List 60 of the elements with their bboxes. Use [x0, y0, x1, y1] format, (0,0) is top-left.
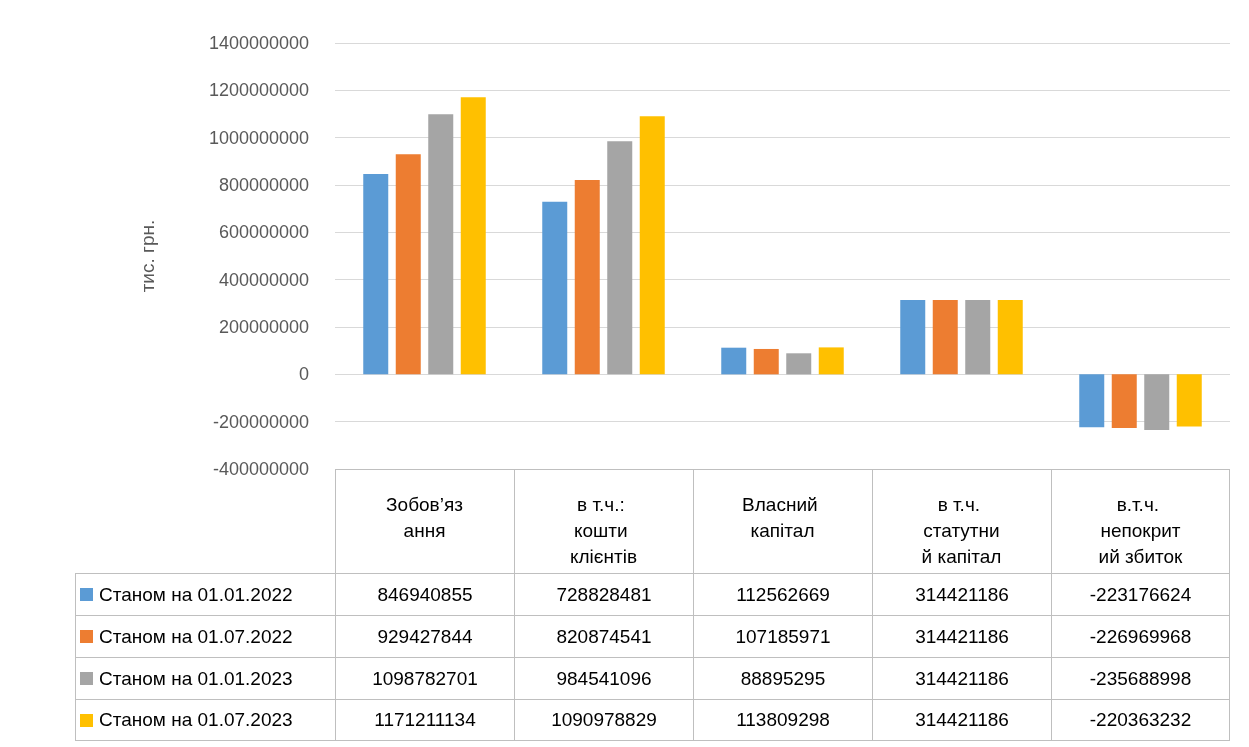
data-label: 820874541 [514, 616, 693, 657]
y-tick-label: 200000000 [218, 317, 309, 337]
data-label: 728828481 [514, 574, 693, 615]
data-label: -223176624 [1051, 574, 1230, 615]
x-tick-label: в т.ч. статутний капітал [921, 493, 1002, 567]
data-label: 88895295 [693, 658, 872, 699]
bar [900, 299, 926, 375]
bar [1176, 374, 1202, 427]
y-tick-label: 600000000 [218, 222, 309, 243]
bar [460, 97, 486, 375]
data-label: 112562669 [693, 574, 872, 615]
y-tick-label: -200000000 [212, 411, 309, 432]
y-tick-label: 0 [298, 364, 309, 385]
bar [721, 347, 747, 375]
data-label: 929427844 [335, 616, 514, 657]
bar [965, 299, 991, 375]
bar [818, 347, 844, 375]
bar [1144, 374, 1170, 431]
data-label: 1171211134 [335, 700, 514, 740]
legend-label: Станом на 01.07.2022 [99, 625, 293, 648]
y-tick-label: 1000000000 [208, 127, 309, 148]
bar [1079, 374, 1105, 428]
data-label: 846940855 [335, 574, 514, 615]
bar [542, 201, 568, 375]
legend-label: Станом на 01.07.2023 [99, 709, 293, 731]
y-tick-label: 1200000000 [208, 80, 309, 101]
x-tick-label: Зобов’язання [386, 493, 463, 541]
data-label: 984541096 [514, 658, 693, 699]
y-axis-title: тис. грн. [137, 219, 158, 293]
legend-label: Станом на 01.01.2023 [99, 667, 293, 690]
data-label: 314421186 [872, 616, 1051, 657]
data-label: 107185971 [693, 616, 872, 657]
bar [574, 180, 600, 375]
data-label: 113809298 [693, 700, 872, 740]
bar [932, 299, 958, 375]
bar [1111, 374, 1137, 429]
bar [753, 348, 779, 375]
bar [363, 173, 389, 375]
x-tick-label: в.т.ч. непокритий збиток [1098, 493, 1184, 567]
data-label: 1090978829 [514, 700, 693, 740]
data-label: 314421186 [872, 658, 1051, 699]
y-tick-label: 1400000000 [208, 33, 309, 53]
bar [428, 114, 454, 375]
data-label: 1098782701 [335, 658, 514, 699]
y-tick-label: -400000000 [212, 459, 309, 479]
legend-label: Станом на 01.01.2022 [99, 583, 293, 606]
data-label: 314421186 [872, 574, 1051, 615]
data-label: -220363232 [1051, 700, 1230, 740]
bar [786, 353, 812, 375]
bar [997, 299, 1023, 375]
y-tick-label: 800000000 [218, 175, 309, 195]
bar [395, 154, 421, 375]
x-tick-label: Власний капітал [742, 493, 823, 541]
data-label: -235688998 [1051, 658, 1230, 699]
bar [639, 116, 665, 375]
y-tick-label: 400000000 [218, 269, 309, 290]
data-label: -226969968 [1051, 616, 1230, 657]
data-label: 314421186 [872, 700, 1051, 740]
x-tick-label: в т.ч.: кошти клієнтів [569, 493, 638, 567]
bar [607, 141, 633, 375]
